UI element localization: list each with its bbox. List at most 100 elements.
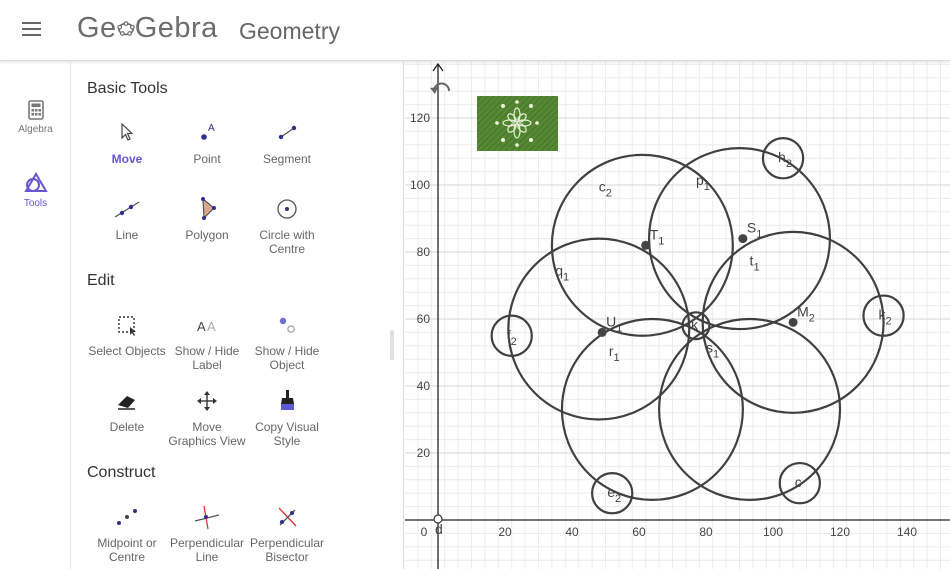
tool-delete[interactable]: Delete — [85, 386, 169, 434]
brand-prefix: Ge — [77, 12, 117, 44]
polygon-tool-icon — [201, 197, 216, 220]
point-U1 — [597, 327, 607, 337]
brand-suffix: Gebra — [134, 12, 218, 44]
perpendicular-line-icon — [194, 505, 220, 530]
point-S1 — [738, 234, 748, 244]
graphics-view[interactable]: 0 20 40 60 80 100 120 140 20 40 60 80 100 120 c2 p1 t1 s… — [405, 62, 950, 569]
tool-line[interactable]: Line — [85, 194, 169, 242]
midpoint-icon — [117, 509, 137, 525]
circle-centre-tool-icon — [277, 199, 297, 219]
tool-perpendicular-bisector[interactable]: Perpendicular Bisector — [245, 502, 329, 564]
tick-labels: 0 20 40 60 80 100 120 140 20 40 60 80 100 120 — [410, 111, 917, 539]
point-tool-icon: A — [201, 123, 215, 140]
y-tick-label: 120 — [410, 111, 430, 125]
rail-item-tools[interactable]: Tools — [0, 172, 71, 209]
tool-label-point: Point — [193, 152, 221, 166]
section-title-basic: Basic Tools — [87, 80, 168, 97]
tool-segment[interactable]: Segment — [245, 118, 329, 166]
svg-text:A: A — [197, 319, 206, 334]
x-tick-label: 40 — [565, 525, 579, 539]
tool-select-objects[interactable]: Select Objects — [85, 310, 169, 358]
tool-label-delete: Delete — [109, 420, 145, 434]
calculator-icon — [27, 100, 44, 120]
tool-move[interactable]: Move — [85, 118, 169, 166]
panel-resize-handle[interactable] — [390, 330, 394, 360]
y-axis-arrow — [432, 62, 444, 72]
x-tick-label: 140 — [897, 525, 917, 539]
small-circle-k — [681, 311, 711, 341]
tool-label-move-graphics-1: Move — [192, 420, 222, 434]
circle-label: t1 — [750, 252, 760, 273]
crop-circle-image[interactable] — [477, 96, 558, 151]
svg-text:A: A — [207, 319, 216, 334]
tool-circle-centre[interactable]: Circle with Centre — [245, 194, 329, 256]
circle-label: c2 — [599, 179, 612, 200]
circle-label: k2 — [879, 307, 892, 328]
tool-copy-visual-style[interactable]: Copy Visual Style — [245, 386, 329, 448]
tool-point[interactable]: A Point — [165, 118, 249, 166]
paintbrush-icon — [281, 390, 294, 410]
tool-perpendicular-line[interactable]: Perpendicular Line — [165, 502, 249, 564]
tool-label-perp-line-2: Line — [195, 550, 219, 564]
tools-panel: Basic Tools Move A Point Segment Line Po… — [72, 62, 404, 569]
y-tick-label: 100 — [410, 178, 430, 192]
x-tick-label: 0 — [421, 525, 428, 539]
tools-shapes-icon — [23, 172, 48, 192]
tool-label-show-hide-object-2: Object — [269, 358, 305, 372]
tool-label-copy-style-2: Style — [273, 434, 301, 448]
rail-label-algebra: Algebra — [18, 124, 53, 135]
geogebra-logo: Ge Gebra — [77, 12, 218, 45]
segment-tool-icon — [278, 125, 297, 140]
tool-label-move: Move — [111, 152, 143, 166]
undo-icon[interactable] — [430, 82, 450, 95]
point-T1 — [641, 240, 651, 250]
tool-show-hide-object[interactable]: Show / Hide Object — [245, 310, 329, 372]
brand-flower-icon — [117, 21, 135, 36]
point-label: S1 — [747, 220, 762, 241]
tool-label-line: Line — [115, 228, 139, 242]
app-header: Ge Gebra Geometry — [0, 0, 950, 61]
tool-label-copy-style-1: Copy Visual — [255, 420, 319, 434]
cursor-arrow-icon — [121, 122, 134, 141]
tool-label-midpoint-1: Midpoint or — [97, 536, 157, 550]
perpendicular-bisector-icon — [278, 507, 297, 527]
tool-midpoint[interactable]: Midpoint or Centre — [85, 502, 169, 564]
tool-label-midpoint-2: Centre — [108, 550, 146, 564]
big-circle-t1 — [701, 230, 885, 414]
move-arrows-icon — [197, 391, 217, 411]
tool-label-perp-bisector-2: Bisector — [265, 550, 309, 564]
x-tick-label: 60 — [632, 525, 646, 539]
tool-label-segment: Segment — [262, 152, 312, 166]
eraser-icon — [118, 396, 135, 410]
x-tick-label: 120 — [830, 525, 850, 539]
rail-item-algebra[interactable]: Algebra — [0, 100, 71, 135]
hamburger-menu-icon[interactable] — [22, 18, 48, 42]
big-circle-s1 — [657, 317, 842, 501]
big-circle-q1 — [507, 237, 691, 421]
y-tick-label: 80 — [417, 245, 431, 259]
small-circle-e2 — [590, 472, 634, 515]
circle-label: f2 — [507, 327, 517, 348]
y-tick-label: 60 — [417, 312, 431, 326]
tool-label-show-hide-object-1: Show / Hide — [254, 344, 320, 358]
svg-text:A: A — [208, 123, 215, 134]
point-M2 — [788, 317, 798, 327]
y-tick-label: 20 — [417, 446, 431, 460]
tool-move-graphics[interactable]: Move Graphics View — [165, 386, 249, 448]
tool-label-perp-bisector-1: Perpendicular — [249, 536, 325, 550]
circle-label: k — [691, 317, 699, 333]
small-circle-f2 — [490, 314, 533, 357]
circle-label: p1 — [696, 172, 710, 193]
tool-polygon[interactable]: Polygon — [165, 194, 249, 242]
circle-label: c — [795, 474, 802, 490]
section-title-construct: Construct — [87, 464, 156, 481]
tool-label-circle-1: Circle with — [259, 228, 315, 242]
small-circle-h2 — [761, 136, 805, 180]
tool-label-perp-line-1: Perpendicular — [169, 536, 245, 550]
axes — [405, 62, 950, 569]
app-title: Geometry — [239, 18, 340, 44]
line-tool-icon — [114, 201, 140, 218]
origin-point-label: d — [435, 521, 443, 537]
